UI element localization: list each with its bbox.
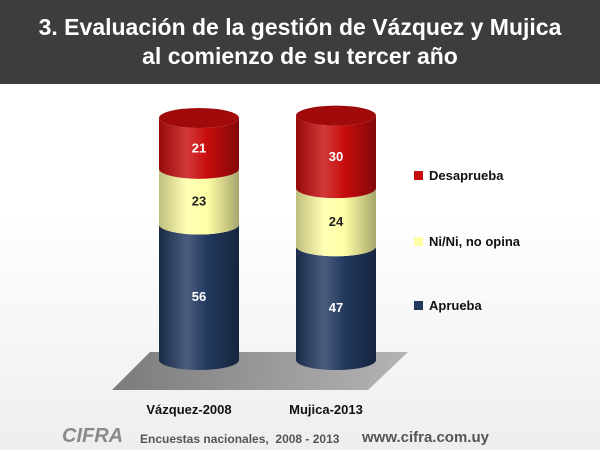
legend-item: Aprueba <box>414 298 482 313</box>
footer-url[interactable]: www.cifra.com.uy <box>362 429 489 446</box>
data-label: 30 <box>329 149 343 164</box>
legend-item: Ni/Ni, no opina <box>414 234 520 249</box>
bar-top-cap <box>159 108 239 128</box>
bar-top-cap <box>296 105 376 126</box>
legend-label: Desaprueba <box>429 168 504 183</box>
footer: CIFRA Encuestas nacionales, 2008 - 2013 … <box>0 420 600 450</box>
bar-segment-desaprueba-0 <box>159 118 239 179</box>
chart-title-line2: al comienzo de su tercer año <box>142 43 458 69</box>
category-label: Vázquez-2008 <box>146 402 231 417</box>
data-label: 24 <box>329 214 344 229</box>
legend-swatch <box>414 171 423 180</box>
legend-swatch <box>414 237 423 246</box>
bar-segment-aprueba-1 <box>296 246 376 370</box>
chart-title-line1: 3. Evaluación de la gestión de Vázquez y… <box>38 14 562 40</box>
bar-segment-ni-ni-no-opina-1 <box>296 188 376 257</box>
category-labels: Vázquez-2008 Mujica-2013 <box>146 402 362 417</box>
cifra-logo: CIFRA <box>62 425 124 447</box>
bar-segment-desaprueba-1 <box>296 115 376 199</box>
category-label: Mujica-2013 <box>289 402 363 417</box>
bar-segment-aprueba-0 <box>159 224 239 370</box>
legend-swatch <box>414 301 423 310</box>
data-label: 56 <box>192 289 206 304</box>
legend-label: Aprueba <box>429 298 482 313</box>
data-label: 21 <box>192 140 206 155</box>
legend-label: Ni/Ni, no opina <box>429 234 520 249</box>
data-label: 47 <box>329 300 343 315</box>
data-label: 23 <box>192 194 206 209</box>
legend-item: Desaprueba <box>414 168 503 183</box>
bar-segment-ni-ni-no-opina-0 <box>159 168 239 235</box>
bars-group: 56 23 21 47 24 30 <box>159 105 376 370</box>
title-bar: 3. Evaluación de la gestión de Vázquez y… <box>0 0 600 84</box>
footer-source: Encuestas nacionales, 2008 - 2013 <box>140 432 340 446</box>
